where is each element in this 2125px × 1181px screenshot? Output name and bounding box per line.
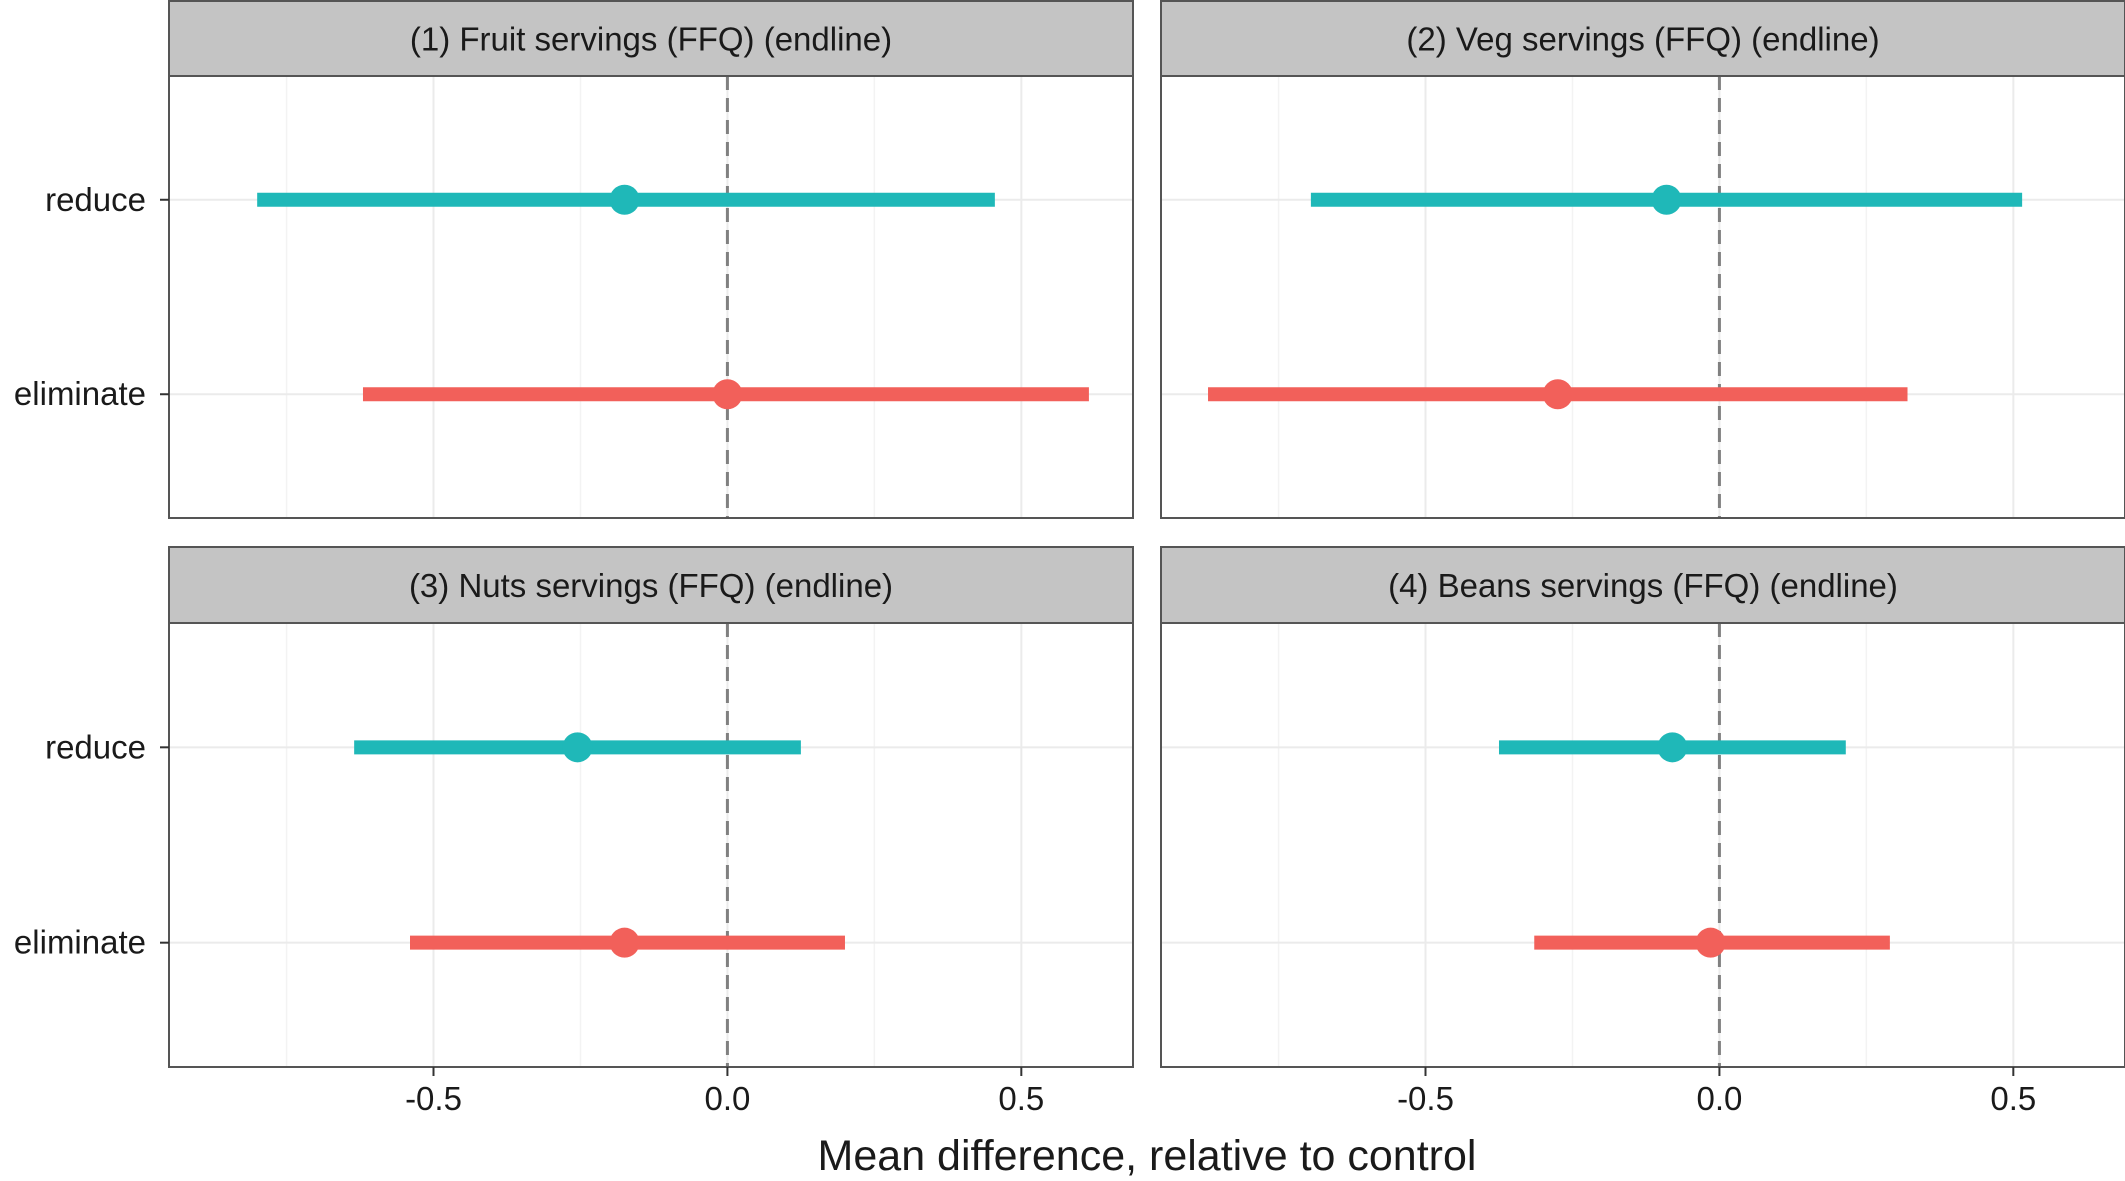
panel-3: (3) Nuts servings (FFQ) (endline) reduce e… bbox=[14, 546, 1134, 1117]
y-axis-label-reduce: reduce bbox=[45, 728, 146, 765]
panels-layer: (1) Fruit servings (FFQ) (endline) reduce… bbox=[14, 0, 2125, 1117]
panel-2: (2) Veg servings (FFQ) (endline) bbox=[1160, 0, 2125, 519]
estimate-point-reduce bbox=[1657, 732, 1688, 763]
panel-background bbox=[169, 76, 1133, 518]
y-axis-label-reduce: reduce bbox=[45, 181, 146, 218]
panel-title: (3) Nuts servings (FFQ) (endline) bbox=[409, 567, 893, 604]
panel-title: (2) Veg servings (FFQ) (endline) bbox=[1406, 21, 1879, 58]
panel-strip bbox=[1160, 546, 2125, 624]
panel-background bbox=[1161, 623, 2125, 1067]
estimate-point-reduce bbox=[1651, 184, 1682, 215]
panel-4: (4) Beans servings (FFQ) (endline) -0.5 0.… bbox=[1160, 546, 2125, 1117]
panel-title: (4) Beans servings (FFQ) (endline) bbox=[1388, 567, 1898, 604]
y-axis-label-eliminate: eliminate bbox=[14, 375, 146, 412]
estimate-point-eliminate bbox=[1542, 379, 1573, 410]
panel-background bbox=[1161, 76, 2125, 518]
estimate-point-eliminate bbox=[712, 379, 743, 410]
x-axis-tick-label: -0.5 bbox=[405, 1080, 462, 1117]
x-axis-tick-label: 0.5 bbox=[998, 1080, 1044, 1117]
panel-border bbox=[1160, 75, 2125, 519]
panel-strip bbox=[168, 0, 1134, 77]
panel-background bbox=[169, 623, 1133, 1067]
panel-border bbox=[168, 75, 1134, 519]
panel-strip bbox=[1160, 0, 2125, 77]
estimate-point-reduce bbox=[609, 184, 640, 215]
panel-border bbox=[168, 622, 1134, 1068]
panel-title: (1) Fruit servings (FFQ) (endline) bbox=[410, 21, 892, 58]
x-axis-title: Mean difference, relative to control bbox=[818, 1132, 1477, 1180]
x-axis-tick-label: -0.5 bbox=[1397, 1080, 1454, 1117]
panel-border bbox=[1160, 622, 2125, 1068]
panel-1: (1) Fruit servings (FFQ) (endline) reduce… bbox=[14, 0, 1134, 519]
x-axis-tick-label: 0.0 bbox=[704, 1080, 750, 1117]
estimate-point-eliminate bbox=[1695, 927, 1726, 958]
estimate-point-eliminate bbox=[609, 927, 640, 958]
panel-strip bbox=[168, 546, 1134, 624]
x-axis-tick-label: 0.5 bbox=[1990, 1080, 2036, 1117]
x-axis-tick-label: 0.0 bbox=[1696, 1080, 1742, 1117]
y-axis-label-eliminate: eliminate bbox=[14, 924, 146, 961]
estimate-point-reduce bbox=[562, 732, 593, 763]
